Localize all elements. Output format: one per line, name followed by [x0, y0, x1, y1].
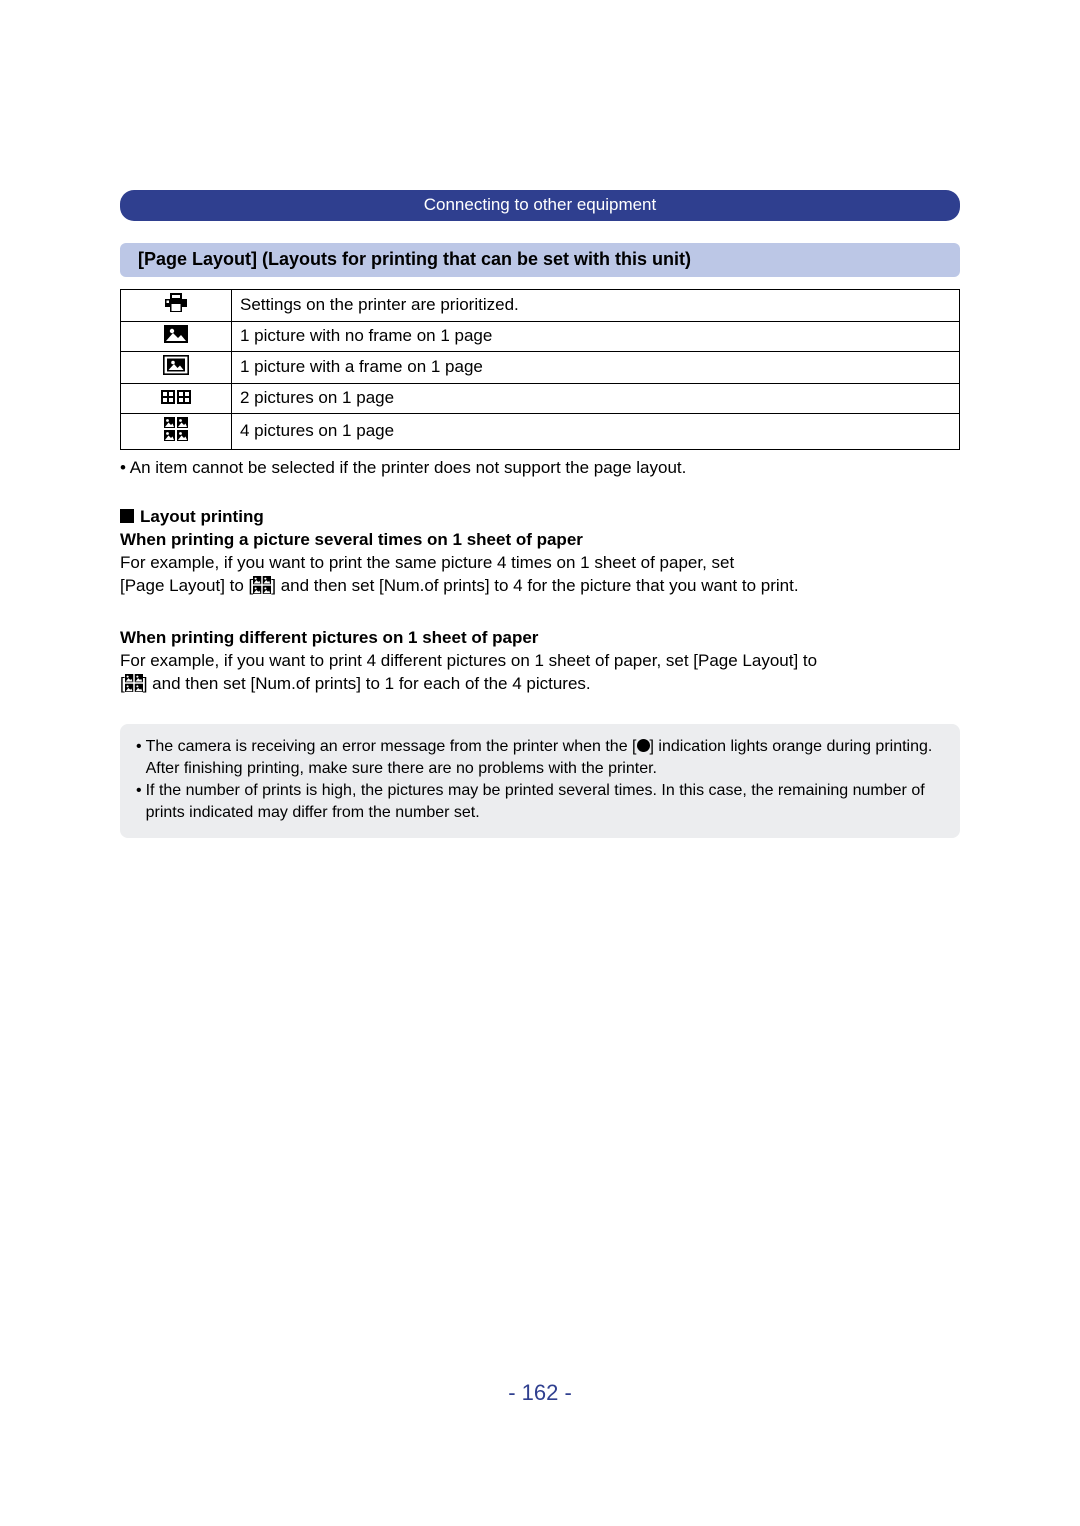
sub1-title: When printing a picture several times on…	[120, 528, 960, 551]
table-row: Settings on the printer are prioritized.	[121, 290, 960, 322]
one-pic-noframe-icon	[121, 322, 232, 352]
sub2-line1: For example, if you want to print 4 diff…	[120, 649, 960, 672]
heading-text: Layout printing	[140, 507, 264, 526]
info-item-text: The camera is receiving an error message…	[146, 736, 944, 780]
table-cell-desc: Settings on the printer are prioritized.	[232, 290, 960, 322]
one-pic-frame-icon	[121, 352, 232, 384]
sub1-line2: [Page Layout] to [ ] and then set [Num.of…	[120, 574, 960, 600]
four-pics-icon	[253, 576, 271, 600]
info-item-text: If the number of prints is high, the pic…	[146, 780, 944, 824]
four-pics-icon	[121, 414, 232, 450]
four-pics-icon	[125, 674, 143, 698]
layout-printing-block: Layout printing When printing a picture …	[120, 505, 960, 600]
table-row: 1 picture with no frame on 1 page	[121, 322, 960, 352]
info-box: • The camera is receiving an error messa…	[120, 724, 960, 838]
layout-printing-heading: Layout printing	[120, 505, 960, 528]
note-after-table: • An item cannot be selected if the prin…	[120, 456, 960, 479]
table-row: 2 pictures on 1 page	[121, 384, 960, 414]
text-fragment: The camera is receiving an error message…	[146, 738, 637, 755]
sub1-line1: For example, if you want to print the sa…	[120, 551, 960, 574]
bullet-icon: •	[136, 780, 146, 824]
page: Connecting to other equipment [Page Layo…	[0, 0, 1080, 1526]
section-title: [Page Layout] (Layouts for printing that…	[120, 243, 960, 277]
sub2-title: When printing different pictures on 1 sh…	[120, 626, 960, 649]
record-dot-icon	[637, 739, 650, 752]
page-layout-table: Settings on the printer are prioritized.…	[120, 289, 960, 450]
info-item: • If the number of prints is high, the p…	[136, 780, 944, 824]
breadcrumb: Connecting to other equipment	[120, 190, 960, 221]
table-cell-desc: 1 picture with no frame on 1 page	[232, 322, 960, 352]
text-fragment: [Page Layout] to [	[120, 576, 253, 595]
bullet-icon: •	[136, 736, 146, 780]
table-row: 4 pictures on 1 page	[121, 414, 960, 450]
page-number: - 162 -	[0, 1380, 1080, 1406]
different-pictures-block: When printing different pictures on 1 sh…	[120, 626, 960, 698]
printer-priority-icon	[121, 290, 232, 322]
square-bullet-icon	[120, 509, 134, 523]
table-cell-desc: 4 pictures on 1 page	[232, 414, 960, 450]
text-fragment: ] and then set [Num.of prints] to 4 for …	[271, 576, 798, 595]
table-cell-desc: 1 picture with a frame on 1 page	[232, 352, 960, 384]
text-fragment: ] and then set [Num.of prints] to 1 for …	[143, 674, 591, 693]
sub2-line2: [] and then set [Num.of prints] to 1 for…	[120, 672, 960, 698]
table-row: 1 picture with a frame on 1 page	[121, 352, 960, 384]
table-cell-desc: 2 pictures on 1 page	[232, 384, 960, 414]
info-item: • The camera is receiving an error messa…	[136, 736, 944, 780]
two-pics-icon	[121, 384, 232, 414]
